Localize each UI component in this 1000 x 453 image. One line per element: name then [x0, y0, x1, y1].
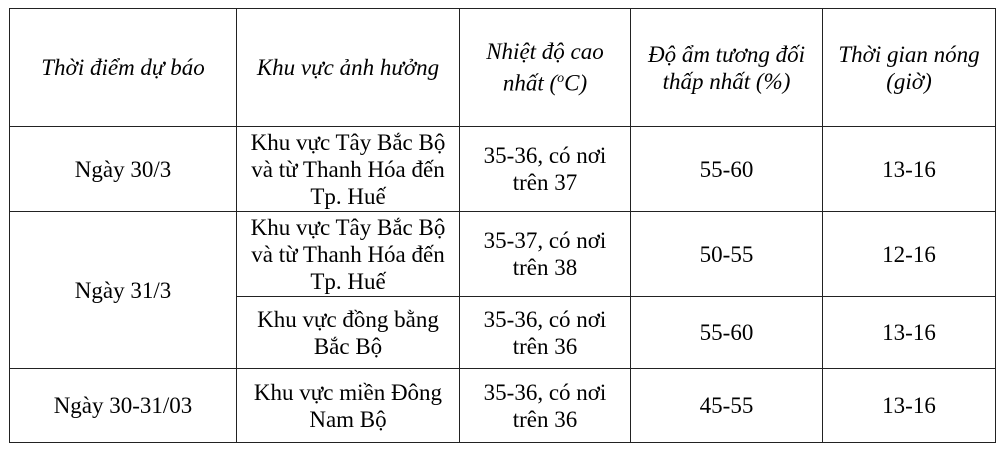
cell-humidity: 50-55 — [630, 211, 823, 297]
header-min-humidity: Độ ẩm tương đối thấp nhất (%) — [630, 8, 823, 127]
cell-temp: 35-36, có nơi trên 36 — [459, 296, 631, 369]
header-forecast-time: Thời điểm dự báo — [9, 8, 237, 127]
cell-humidity: 45-55 — [630, 368, 823, 443]
table-row: Khu vực đồng bằng Bắc Bộ 35-36, có nơi t… — [10, 296, 996, 369]
cell-date: Ngày 30-31/03 — [9, 368, 237, 443]
cell-humidity: 55-60 — [630, 126, 823, 212]
cell-hours: 13-16 — [822, 368, 996, 443]
header-affected-area: Khu vực ảnh hưởng — [236, 8, 460, 127]
cell-area: Khu vực Tây Bắc Bộ và từ Thanh Hóa đến T… — [236, 211, 460, 297]
cell-temp: 35-37, có nơi trên 38 — [459, 211, 631, 297]
cell-hours: 12-16 — [822, 211, 996, 297]
cell-area: Khu vực miền Đông Nam Bộ — [236, 368, 460, 443]
cell-temp: 35-36, có nơi trên 37 — [459, 126, 631, 212]
table-row: Ngày 31/3 Khu vực Tây Bắc Bộ và từ Thanh… — [9, 211, 996, 369]
header-max-temp: Nhiệt độ cao nhất (oC) — [459, 8, 631, 127]
header-row: Thời điểm dự báo Khu vực ảnh hưởng Nhiệt… — [9, 8, 996, 127]
cell-humidity: 55-60 — [630, 296, 823, 369]
cell-date: Ngày 30/3 — [9, 126, 237, 212]
cell-hours: 13-16 — [822, 126, 996, 212]
cell-date: Ngày 31/3 — [9, 211, 237, 369]
cell-area: Khu vực Tây Bắc Bộ và từ Thanh Hóa đến T… — [236, 126, 460, 212]
heat-forecast-table: Thời điểm dự báo Khu vực ảnh hưởng Nhiệt… — [9, 8, 996, 443]
cell-area: Khu vực đồng bằng Bắc Bộ — [236, 296, 460, 369]
table-row: Ngày 30/3 Khu vực Tây Bắc Bộ và từ Thanh… — [9, 126, 996, 212]
cell-temp: 35-36, có nơi trên 36 — [459, 368, 631, 443]
cell-hours: 13-16 — [822, 296, 996, 369]
table-row: Ngày 30-31/03 Khu vực miền Đông Nam Bộ 3… — [9, 368, 996, 443]
header-heat-duration: Thời gian nóng (giờ) — [822, 8, 996, 127]
